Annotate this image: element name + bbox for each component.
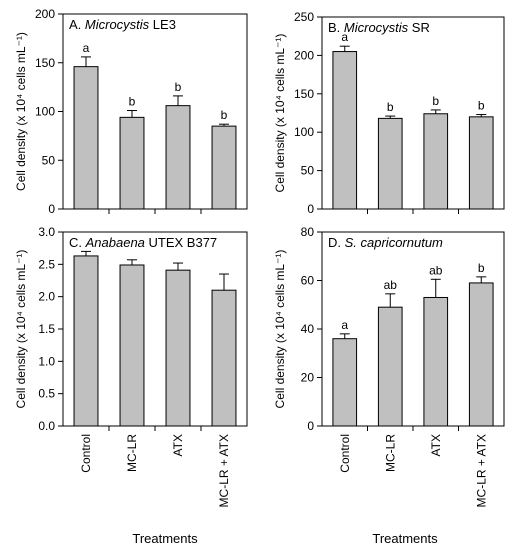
panel-letter-a: A. (69, 17, 85, 32)
panel-organism-c: Anabaena (85, 235, 145, 250)
panel-a: a b b b 0 50 100 150 200 A. Microcystis LE3 Cell d… (14, 7, 248, 216)
y-tick-label-b-5: 250 (294, 10, 314, 24)
panel-strain-a: LE3 (149, 17, 176, 32)
bar-c-3 (211, 289, 237, 427)
y-tick-label-b-2: 100 (294, 125, 314, 139)
significance-letter-d-3: b (478, 261, 485, 275)
panel-strain-c: UTEX B377 (145, 235, 217, 250)
y-axis-label-d: Cell density (x 10⁴ cells mL⁻¹) (273, 250, 287, 409)
category-label-c-1: MC-LR (125, 434, 139, 472)
bar-b-3 (468, 116, 494, 210)
bar-a-3 (211, 125, 237, 210)
y-tick-label-c-6: 3.0 (38, 225, 55, 239)
bar-b-1 (377, 117, 403, 210)
y-tick-label-a-3: 150 (35, 56, 55, 70)
y-tick-label-d-4: 80 (301, 225, 315, 239)
y-tick-label-c-0: 0.0 (38, 419, 55, 433)
panel-title-a: A. Microcystis LE3 (69, 17, 176, 32)
bar-a-1 (119, 116, 145, 210)
y-axis-label-b: Cell density (x 10⁴ cells mL⁻¹) (273, 34, 287, 193)
panel-letter-c: C. (69, 235, 86, 250)
significance-letter-a-1: b (129, 95, 136, 109)
y-tick-label-b-1: 50 (301, 164, 315, 178)
y-tick-label-c-5: 2.5 (38, 257, 55, 271)
category-label-c-0: Control (79, 434, 93, 473)
panel-b: a b b b 0 50 100 150 200 250 B. Microcystis SR Cell… (273, 10, 505, 216)
bar-d-2 (423, 296, 449, 427)
y-tick-label-b-4: 200 (294, 48, 314, 62)
bar-c-0 (73, 255, 99, 427)
category-label-d-1: MC-LR (383, 434, 397, 472)
significance-letter-b-1: b (387, 100, 394, 114)
panel-letter-b: B. (328, 20, 344, 35)
significance-letter-b-2: b (432, 94, 439, 108)
panel-title-b: B. Microcystis SR (328, 20, 430, 35)
significance-letter-d-1: ab (384, 278, 398, 292)
category-label-d-0: Control (338, 434, 352, 473)
y-tick-label-b-0: 0 (307, 202, 314, 216)
y-tick-label-a-2: 100 (35, 105, 55, 119)
y-tick-label-c-1: 0.5 (38, 387, 55, 401)
bar-d-0 (332, 338, 358, 427)
bar-d-3 (468, 282, 494, 427)
panel-c: 0.0 0.5 1.0 1.5 2.0 2.5 3.0 Control MC-LR ATX MC-L… (14, 225, 248, 507)
y-tick-label-d-2: 40 (301, 322, 315, 336)
bar-a-0 (73, 66, 99, 210)
significance-letter-a-3: b (221, 108, 228, 122)
x-axis-title-left: Treatments (132, 531, 198, 546)
panel-d: a ab ab b 0 20 40 60 80 Control MC-LR ATX MC-LR + AT… (273, 225, 505, 507)
y-tick-label-d-1: 20 (301, 371, 315, 385)
panel-organism-d: S. capricornutum (345, 235, 443, 250)
bar-a-2 (165, 105, 191, 210)
bar-b-0 (332, 51, 358, 210)
y-axis-label-c: Cell density (x 10⁴ cells mL⁻¹) (14, 250, 28, 409)
category-label-c-3: MC-LR + ATX (217, 434, 231, 507)
bar-c-2 (165, 269, 191, 427)
y-tick-label-a-0: 0 (48, 202, 55, 216)
x-axis-title-right: Treatments (372, 531, 438, 546)
significance-letter-b-3: b (478, 99, 485, 113)
panel-title-d: D. S. capricornutum (328, 235, 443, 250)
significance-letter-a-2: b (175, 80, 182, 94)
y-tick-label-c-4: 2.0 (38, 290, 55, 304)
y-axis-label-a: Cell density (x 10⁴ cells mL⁻¹) (14, 32, 28, 191)
bar-c-1 (119, 264, 145, 427)
y-tick-label-d-3: 60 (301, 274, 315, 288)
panel-letter-d: D. (328, 235, 345, 250)
y-tick-label-a-4: 200 (35, 7, 55, 21)
significance-letter-d-2: ab (429, 263, 443, 277)
panel-organism-b: Microcystis (344, 20, 409, 35)
y-tick-label-a-1: 50 (42, 153, 56, 167)
y-tick-label-d-0: 0 (307, 419, 314, 433)
panel-title-c: C. Anabaena UTEX B377 (69, 235, 217, 250)
y-tick-label-b-3: 150 (294, 87, 314, 101)
bar-b-2 (423, 113, 449, 210)
bar-d-1 (377, 306, 403, 427)
category-label-d-2: ATX (429, 434, 443, 456)
category-label-d-3: MC-LR + ATX (474, 434, 488, 507)
y-tick-label-c-2: 1.0 (38, 354, 55, 368)
significance-letter-a-0: a (83, 41, 90, 55)
panel-organism-a: Microcystis (85, 17, 150, 32)
significance-letter-b-0: a (341, 30, 348, 44)
category-label-c-2: ATX (171, 434, 185, 456)
y-tick-label-c-3: 1.5 (38, 322, 55, 336)
significance-letter-d-0: a (341, 318, 348, 332)
panel-strain-b: SR (408, 20, 430, 35)
